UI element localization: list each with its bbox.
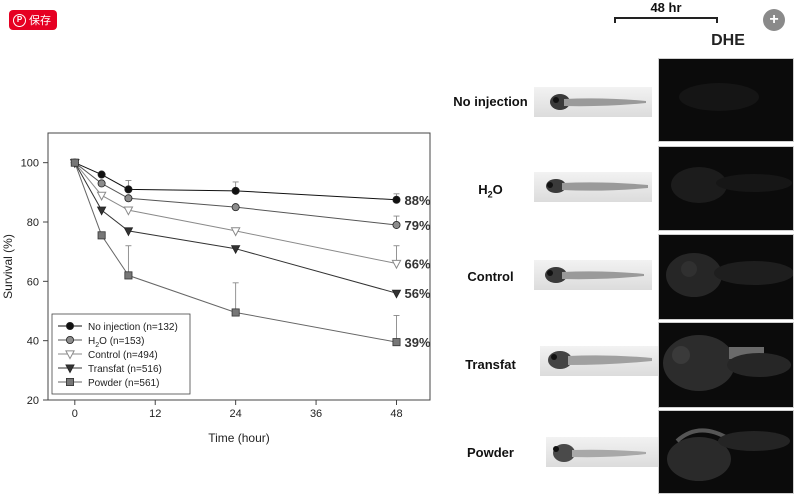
save-button[interactable]: P 保存 (9, 10, 57, 30)
legend-label-1: H2O (n=153) (88, 336, 144, 349)
end-label-2: 66% (404, 257, 430, 272)
x-tick-label-24: 24 (230, 408, 242, 420)
legend-marker-4 (66, 377, 75, 386)
zoom-icon[interactable]: + (763, 9, 785, 31)
data-point-0-4 (392, 195, 401, 204)
data-point-1-3 (231, 203, 240, 212)
legend-label-0: No injection (n=132) (88, 322, 178, 333)
end-label-4: 39% (404, 335, 430, 350)
timeline-bracket (614, 17, 718, 23)
save-button-label: 保存 (29, 15, 51, 27)
fish-image-no-injection (534, 87, 652, 117)
y-tick-label-80: 80 (27, 217, 39, 229)
data-point-0-3 (231, 186, 240, 195)
legend-label-4: Powder (n=561) (88, 378, 159, 389)
row-label-h2o-rest: O (492, 182, 503, 197)
y-tick-label-60: 60 (27, 276, 39, 288)
fish-image-control (534, 260, 652, 290)
data-point-1-1 (97, 179, 106, 188)
data-point-4-0 (70, 158, 79, 167)
legend-marker-3 (65, 364, 75, 374)
data-point-0-2 (124, 185, 133, 194)
y-axis-label: Survival (%) (1, 234, 15, 299)
x-axis-label: Time (hour) (208, 431, 270, 445)
data-point-2-2 (123, 206, 134, 216)
data-point-3-2 (123, 227, 134, 237)
end-label-1: 79% (404, 218, 430, 233)
legend-label-2: Control (n=494) (88, 350, 158, 361)
data-point-4-4 (392, 338, 401, 347)
row-label-h2o-sub: 2 (487, 189, 493, 200)
stain-label: DHE (711, 32, 745, 49)
y-tick-label-100: 100 (21, 158, 39, 170)
data-point-3-1 (96, 206, 107, 216)
y-tick-label-20: 20 (27, 395, 39, 407)
dhe-image-transfat (658, 322, 794, 408)
dhe-image-powder (658, 410, 794, 494)
fish-image-h2o (534, 172, 652, 202)
legend-marker-0 (66, 321, 75, 330)
data-point-4-1 (97, 231, 106, 240)
row-label-control: Control (467, 269, 514, 284)
row-label-no-injection: No injection (453, 94, 528, 109)
plot-frame (47, 132, 431, 401)
y-tick-label-40: 40 (27, 336, 39, 348)
pin-icon: P (13, 13, 26, 27)
fish-image-transfat (540, 346, 658, 376)
x-tick-label-0: 0 (72, 408, 78, 420)
end-label-3: 56% (404, 286, 430, 301)
row-label-h2o-base: H (478, 182, 488, 197)
data-point-4-3 (231, 308, 240, 317)
data-point-2-1 (96, 191, 107, 201)
data-point-1-4 (392, 220, 401, 229)
row-label-transfat: Transfat (465, 357, 516, 372)
dhe-image-h2o (658, 146, 794, 231)
row-label-h2o: H2O (443, 182, 538, 200)
data-point-3-4 (391, 289, 402, 299)
row-label-powder: Powder (467, 445, 514, 460)
data-point-2-4 (391, 259, 402, 270)
timeline-label: 48 hr (650, 0, 682, 15)
end-label-0: 88% (404, 193, 430, 208)
legend-marker-1 (66, 335, 75, 344)
legend-marker-2 (65, 350, 75, 360)
data-point-4-2 (124, 271, 133, 280)
dhe-image-no-injection (658, 58, 794, 142)
data-point-0-1 (97, 170, 106, 179)
dhe-image-control (658, 234, 794, 320)
survival-chart: 0 12 24 36 48 20 40 60 80 100 Time (hour) Survival … (1, 132, 431, 445)
x-tick-label-48: 48 (390, 408, 402, 420)
x-tick-label-36: 36 (310, 408, 322, 420)
x-tick-label-12: 12 (149, 408, 161, 420)
data-point-2-3 (230, 227, 241, 237)
data-point-3-3 (230, 245, 241, 255)
legend-label-3: Transfat (n=516) (88, 364, 162, 375)
fish-image-powder (546, 437, 664, 467)
data-point-1-2 (124, 194, 133, 203)
